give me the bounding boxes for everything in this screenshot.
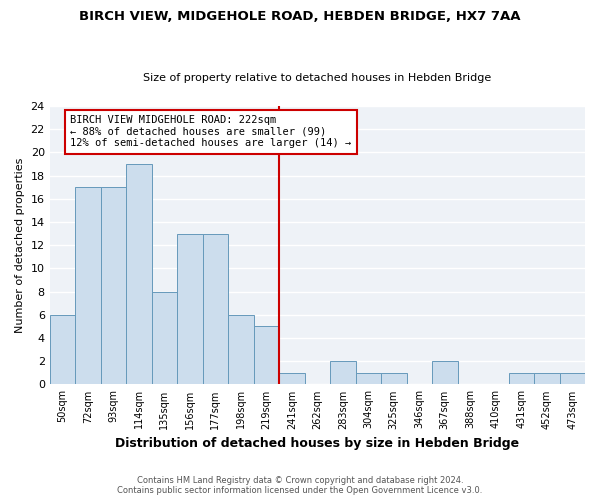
Bar (228, 315, 254, 384)
Bar (126, 164, 152, 384)
Bar (432, 361, 458, 384)
Bar (101, 187, 126, 384)
Bar (560, 373, 585, 384)
Bar (330, 361, 356, 384)
Bar (534, 373, 560, 384)
Y-axis label: Number of detached properties: Number of detached properties (15, 158, 25, 333)
Bar (509, 373, 534, 384)
Bar (356, 373, 381, 384)
Bar (177, 234, 203, 384)
Bar (279, 373, 305, 384)
Bar (254, 326, 279, 384)
Bar (50, 315, 75, 384)
Text: BIRCH VIEW MIDGEHOLE ROAD: 222sqm
← 88% of detached houses are smaller (99)
12% : BIRCH VIEW MIDGEHOLE ROAD: 222sqm ← 88% … (70, 116, 352, 148)
Bar (381, 373, 407, 384)
Title: Size of property relative to detached houses in Hebden Bridge: Size of property relative to detached ho… (143, 73, 491, 83)
X-axis label: Distribution of detached houses by size in Hebden Bridge: Distribution of detached houses by size … (115, 437, 520, 450)
Bar (203, 234, 228, 384)
Bar (75, 187, 101, 384)
Bar (152, 292, 177, 384)
Text: BIRCH VIEW, MIDGEHOLE ROAD, HEBDEN BRIDGE, HX7 7AA: BIRCH VIEW, MIDGEHOLE ROAD, HEBDEN BRIDG… (79, 10, 521, 23)
Text: Contains HM Land Registry data © Crown copyright and database right 2024.
Contai: Contains HM Land Registry data © Crown c… (118, 476, 482, 495)
